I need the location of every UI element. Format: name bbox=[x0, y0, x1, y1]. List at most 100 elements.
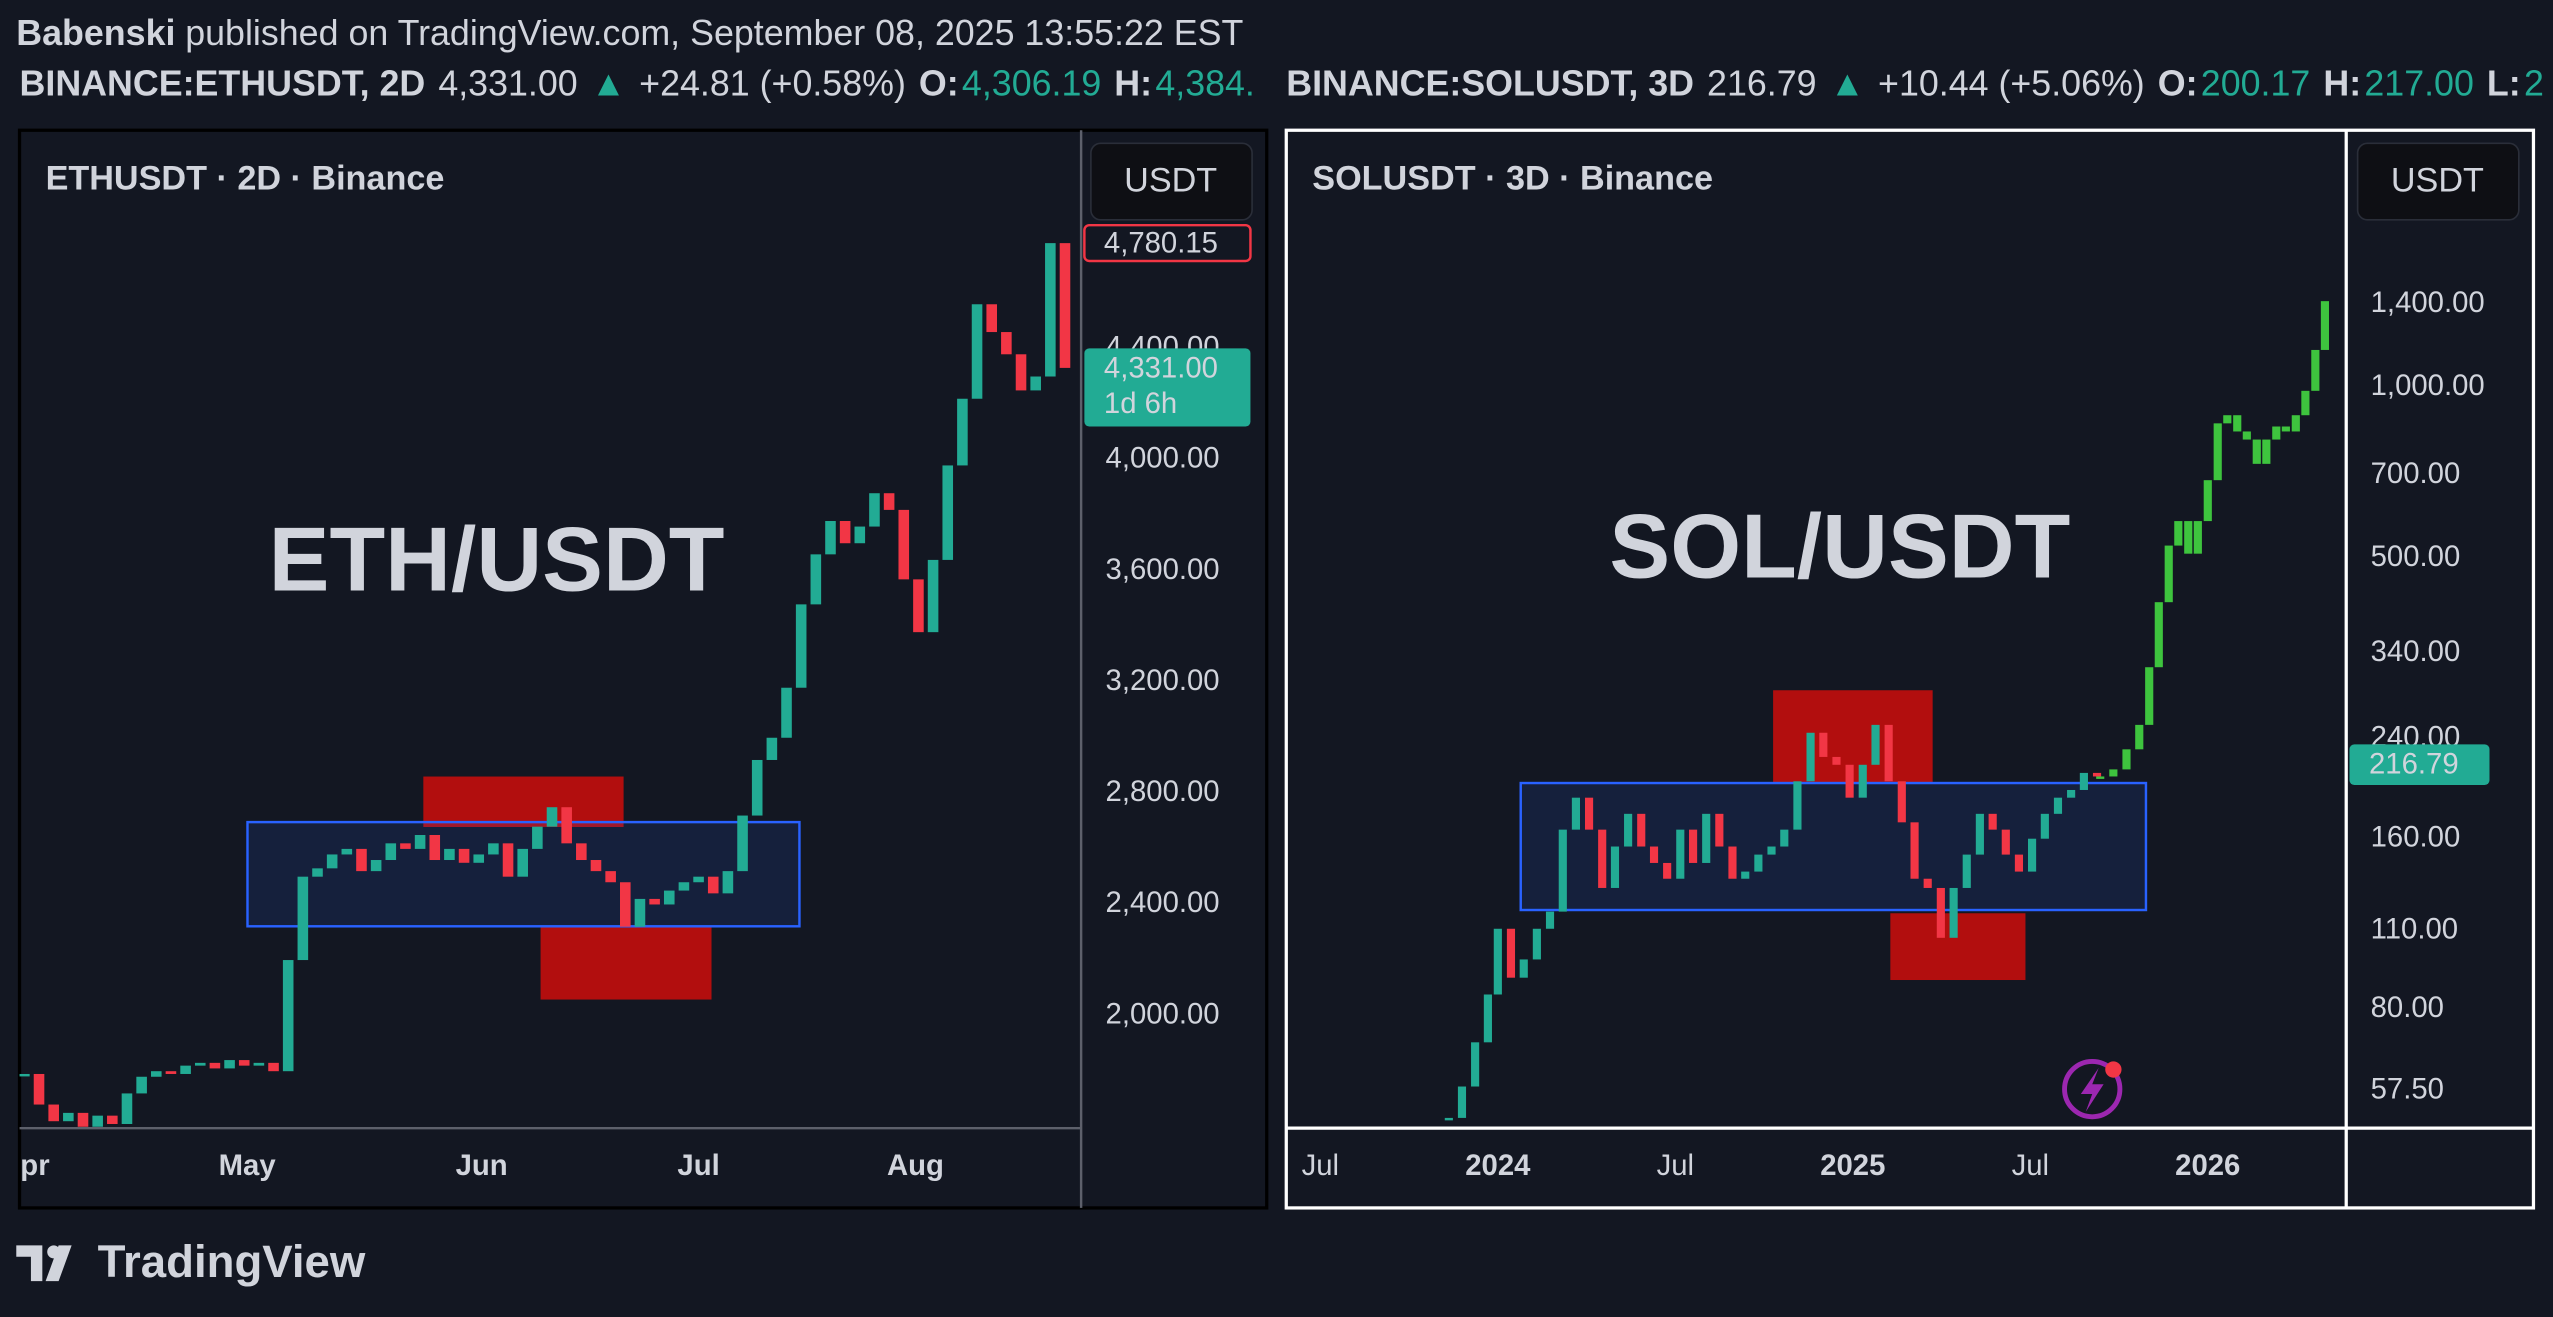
candle bbox=[825, 521, 836, 555]
alert-icon[interactable] bbox=[2062, 1058, 2123, 1120]
x-tick-label: Jun bbox=[456, 1149, 508, 1182]
candle bbox=[1471, 1042, 1480, 1087]
candle bbox=[1702, 813, 1711, 863]
candle bbox=[429, 835, 441, 861]
currency-button[interactable]: USDT bbox=[2356, 142, 2520, 221]
y-tick-label: 2,000.00 bbox=[1106, 997, 1220, 1030]
candle bbox=[707, 876, 719, 894]
candle bbox=[913, 579, 924, 633]
candle bbox=[1610, 846, 1620, 888]
candle bbox=[209, 1062, 221, 1069]
x-tick-label: Aug bbox=[887, 1149, 944, 1182]
candle bbox=[869, 493, 880, 527]
candle bbox=[751, 759, 763, 816]
candle bbox=[1457, 1086, 1467, 1118]
candle bbox=[1975, 813, 1984, 855]
candle bbox=[297, 876, 309, 961]
candle bbox=[1598, 829, 1607, 888]
candle bbox=[2193, 521, 2202, 554]
candle bbox=[546, 807, 558, 827]
candle bbox=[1030, 376, 1041, 391]
candle bbox=[1676, 829, 1685, 879]
candle bbox=[312, 868, 323, 877]
candle bbox=[444, 848, 455, 861]
x-tick-label: Jul bbox=[2012, 1149, 2049, 1182]
annotation: ETH/USDT bbox=[269, 509, 725, 611]
y-tick-label: 340.00 bbox=[2371, 635, 2461, 668]
candle bbox=[136, 1076, 147, 1094]
range-box bbox=[1519, 781, 2148, 912]
symbol-high-label: H: bbox=[2323, 64, 2361, 104]
candle bbox=[48, 1104, 59, 1122]
icon-ring bbox=[2062, 1058, 2123, 1120]
candle bbox=[942, 465, 954, 560]
candle bbox=[92, 1115, 103, 1127]
candle bbox=[1045, 243, 1056, 377]
candle bbox=[1806, 732, 1815, 782]
candle bbox=[1532, 928, 1541, 960]
candle bbox=[238, 1060, 250, 1066]
candle bbox=[194, 1062, 206, 1066]
candle bbox=[370, 860, 382, 872]
symbol-change: +24.81 (+0.58%) bbox=[639, 64, 906, 104]
y-tick-label: 3,600.00 bbox=[1106, 553, 1220, 586]
candle bbox=[2213, 423, 2222, 481]
x-tick-label: 2026 bbox=[2175, 1149, 2240, 1182]
candle bbox=[180, 1065, 191, 1074]
candle bbox=[63, 1112, 74, 1122]
candle bbox=[532, 826, 543, 849]
candle bbox=[502, 843, 514, 877]
candle bbox=[1780, 829, 1789, 847]
x-tick-label: Jul bbox=[1302, 1149, 1339, 1182]
brand: TradingView bbox=[98, 1236, 366, 1287]
candle bbox=[766, 737, 778, 760]
candles bbox=[1444, 301, 2329, 1121]
candle bbox=[107, 1115, 118, 1124]
icon-dot bbox=[2105, 1061, 2122, 1078]
candle bbox=[1571, 797, 1580, 830]
candle bbox=[634, 898, 646, 927]
symbol-high: 217.00 bbox=[2364, 64, 2474, 104]
candle bbox=[1754, 854, 1763, 872]
y-tick-label: 1,000.00 bbox=[2371, 369, 2485, 402]
candle bbox=[282, 960, 294, 1072]
candle bbox=[1637, 813, 1646, 847]
candle bbox=[2067, 789, 2076, 798]
candle bbox=[2301, 390, 2310, 416]
candle bbox=[971, 304, 983, 399]
symbol-open-label: O: bbox=[2158, 64, 2198, 104]
candle bbox=[2320, 301, 2329, 350]
panel bbox=[17, 128, 1269, 1210]
candle bbox=[737, 815, 748, 872]
candle bbox=[2203, 480, 2212, 522]
symbol-change: +10.44 (+5.06%) bbox=[1878, 64, 2145, 104]
candle bbox=[1936, 887, 1945, 938]
candle bbox=[1728, 846, 1737, 879]
y-tick-label: 3,200.00 bbox=[1106, 664, 1220, 697]
candle bbox=[795, 604, 807, 688]
chart-title: ETHUSDT · 2D · Binance bbox=[46, 160, 445, 198]
x-tick-label: May bbox=[219, 1149, 277, 1182]
candle bbox=[2233, 415, 2242, 432]
last-price-label: 4,331.00 bbox=[1104, 351, 1218, 384]
candle bbox=[620, 882, 631, 927]
currency-button[interactable]: USDT bbox=[1090, 142, 1253, 221]
candle bbox=[33, 1073, 45, 1105]
candle bbox=[1444, 1117, 1453, 1121]
chart-title: SOLUSDT · 3D · Binance bbox=[1312, 160, 1713, 198]
candle bbox=[1884, 724, 1893, 782]
symbol-open: 200.17 bbox=[2201, 64, 2311, 104]
y-tick-label: 57.50 bbox=[2371, 1072, 2444, 1105]
author: Babenski bbox=[16, 13, 175, 53]
candle bbox=[2164, 545, 2173, 603]
candle bbox=[2281, 426, 2290, 432]
candle bbox=[2027, 838, 2037, 872]
symbol-symbol: BINANCE:SOLUSDT, 3D bbox=[1286, 64, 1694, 104]
candle bbox=[2135, 724, 2144, 750]
candle bbox=[2145, 667, 2154, 725]
x-tick-label: 2025 bbox=[1820, 1149, 1885, 1182]
x-tick-label: Apr bbox=[0, 1149, 50, 1182]
candle bbox=[385, 843, 397, 861]
